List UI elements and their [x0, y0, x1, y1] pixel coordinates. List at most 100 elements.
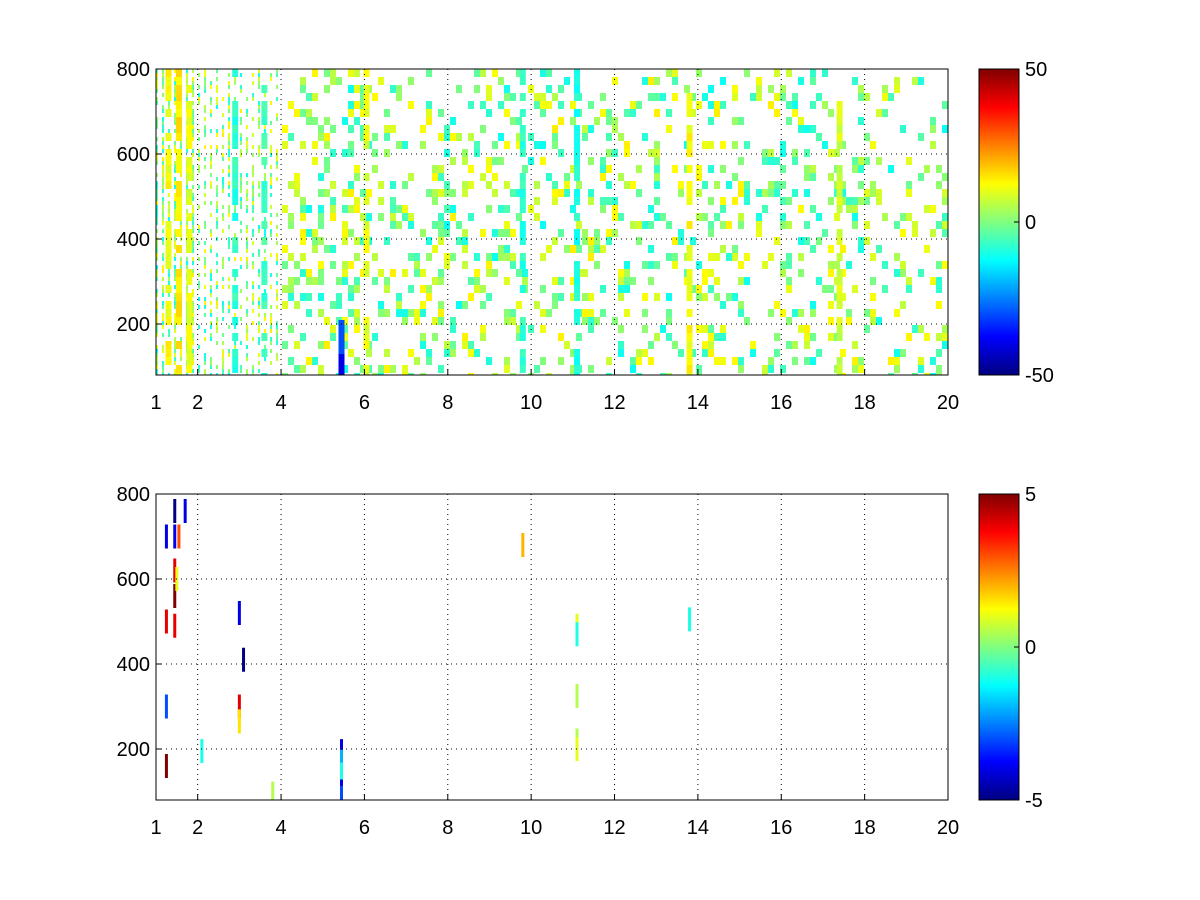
heatmap-cell — [702, 277, 708, 285]
heatmap-cell — [930, 125, 936, 133]
heatmap-cell — [174, 361, 176, 365]
heatmap-cell — [342, 189, 348, 197]
heatmap-cell — [186, 257, 188, 261]
heatmap-band-cell — [165, 173, 172, 181]
heatmap-cell — [774, 69, 780, 77]
heatmap-cell — [198, 241, 200, 245]
heatmap-cell — [906, 333, 912, 341]
heatmap-band-cell — [836, 141, 843, 149]
heatmap-cell — [192, 225, 194, 229]
heatmap-cell — [228, 237, 230, 241]
heatmap-cell — [330, 77, 336, 85]
heatmap-cell — [294, 173, 300, 181]
heatmap-cell — [162, 293, 164, 297]
heatmap-cell — [408, 285, 414, 293]
x-tick-label: 18 — [854, 817, 876, 839]
heatmap-cell — [222, 373, 224, 375]
heatmap-cell — [192, 137, 194, 141]
colorbar-tick-label: -50 — [1025, 365, 1054, 387]
heatmap-band-cell — [519, 141, 526, 149]
heatmap-cell — [156, 77, 158, 81]
heatmap-cell — [672, 341, 678, 349]
heatmap-cell — [516, 333, 522, 341]
heatmap-cell — [192, 173, 194, 177]
heatmap-cell — [786, 285, 792, 293]
heatmap-cell — [750, 341, 756, 349]
heatmap-cell — [282, 373, 288, 375]
heatmap-cell — [438, 301, 444, 309]
heatmap-cell — [204, 157, 206, 161]
heatmap-cell — [450, 157, 456, 165]
heatmap-cell — [198, 153, 200, 157]
heatmap-cell — [192, 269, 194, 273]
heatmap-band-cell — [175, 133, 182, 141]
heatmap-cell — [174, 113, 176, 117]
heatmap-cell — [546, 101, 552, 109]
heatmap-cell — [162, 125, 164, 129]
heatmap-cell — [192, 317, 194, 321]
heatmap-cell — [648, 149, 654, 157]
heatmap-cell — [402, 317, 408, 325]
heatmap-cell — [564, 189, 570, 197]
heatmap-cell — [156, 357, 158, 361]
heatmap-cell — [894, 309, 900, 317]
heatmap-cell — [624, 285, 630, 293]
heatmap-cell — [222, 181, 224, 185]
heatmap-band-cell — [686, 221, 693, 229]
heatmap-cell — [870, 309, 876, 317]
heatmap-cell — [708, 85, 714, 93]
heatmap-cell — [312, 277, 318, 285]
heatmap-cell — [582, 125, 588, 133]
heatmap-cell — [438, 189, 444, 197]
heatmap-cell — [810, 101, 816, 109]
heatmap-cell — [186, 77, 188, 81]
heatmap-cell — [216, 209, 218, 213]
heatmap-cell — [486, 93, 492, 101]
heatmap-cell — [516, 133, 522, 141]
heatmap-cell — [630, 109, 636, 117]
heatmap-cell — [654, 293, 660, 301]
heatmap-cell — [492, 173, 498, 181]
heatmap-cell — [348, 309, 354, 317]
heatmap-cell — [204, 301, 206, 305]
heatmap-cell — [156, 73, 158, 77]
heatmap-cell — [174, 273, 176, 277]
heatmap-cell — [600, 93, 606, 101]
heatmap-cell — [438, 133, 444, 141]
heatmap-cell — [420, 141, 426, 149]
heatmap-cell — [936, 181, 942, 189]
heatmap-cell — [354, 325, 360, 333]
heatmap-cell — [690, 93, 696, 101]
x-tick-label: 4 — [275, 392, 286, 414]
heatmap-cell — [204, 89, 206, 93]
heatmap-cell — [168, 145, 170, 149]
heatmap-cell — [234, 97, 236, 101]
heatmap-cell — [384, 349, 390, 357]
heatmap-cell — [846, 317, 852, 325]
heatmap-cell — [192, 337, 194, 341]
heatmap-cell — [228, 213, 230, 217]
heatmap-cell — [246, 297, 248, 301]
heatmap-cell — [252, 301, 254, 305]
heatmap-cell — [552, 293, 558, 301]
heatmap-cell — [348, 229, 354, 237]
heatmap-cell — [702, 325, 708, 333]
heatmap-cell — [204, 337, 206, 341]
heatmap-cell — [678, 181, 684, 189]
heatmap-cell — [792, 109, 798, 117]
heatmap-band-cell — [261, 301, 268, 309]
heatmap-band-cell — [175, 125, 182, 133]
heatmap-cell — [234, 277, 236, 281]
heatmap-cell — [384, 133, 390, 141]
heatmap-cell — [216, 189, 218, 193]
heatmap-band-cell — [363, 365, 370, 373]
heatmap-cell — [348, 141, 354, 149]
heatmap-cell — [360, 189, 366, 197]
heatmap-cell — [210, 213, 212, 217]
heatmap-cell — [696, 373, 702, 375]
heatmap-cell — [162, 69, 164, 73]
heatmap-point — [339, 749, 343, 774]
heatmap-cell — [798, 117, 804, 125]
heatmap-cell — [276, 161, 278, 165]
heatmap-cell — [270, 193, 272, 197]
